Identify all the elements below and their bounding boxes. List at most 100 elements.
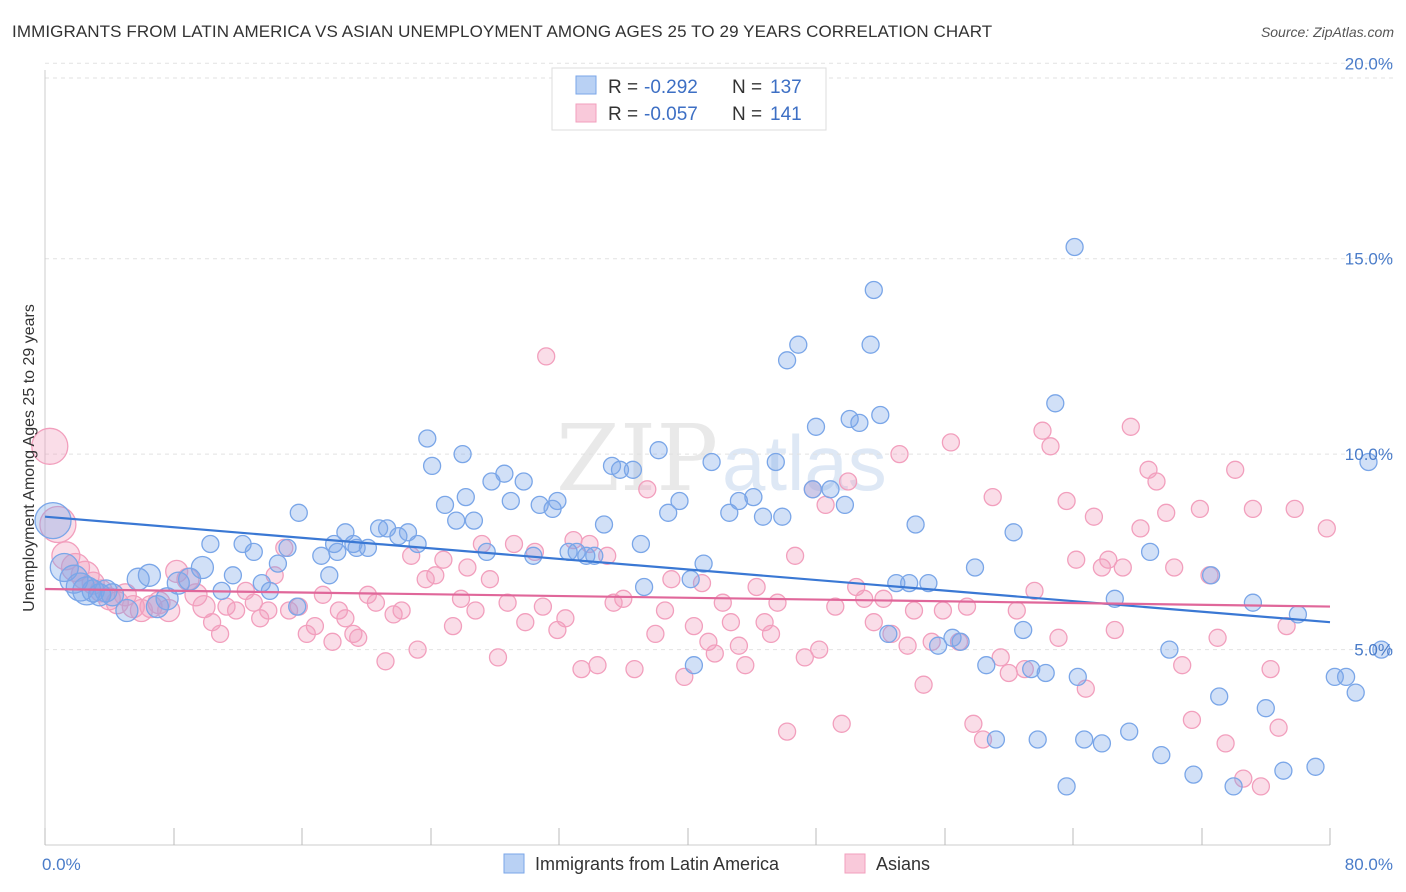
y-tick-label: 5.0% — [1354, 641, 1393, 660]
scatter-point — [201, 534, 220, 554]
scatter-point — [761, 624, 781, 644]
legend-swatch-latin-america — [575, 75, 597, 95]
scatter-point — [744, 487, 763, 507]
scatter-point — [537, 347, 556, 366]
scatter-point — [1105, 620, 1124, 640]
scatter-point — [289, 503, 308, 522]
scatter-point — [662, 570, 681, 589]
scatter-point — [504, 534, 524, 554]
scatter-point — [832, 714, 851, 733]
scatter-point — [305, 616, 325, 636]
scatter-point — [81, 579, 105, 603]
bottom-legend-label-asians: Asians — [876, 854, 930, 874]
scatter-point — [1226, 460, 1245, 479]
scatter-point — [625, 659, 644, 679]
scatter-point — [694, 554, 713, 573]
scatter-point — [766, 452, 785, 472]
scatter-point — [655, 601, 675, 620]
scatter-point — [681, 570, 700, 589]
scatter-point — [965, 558, 985, 577]
scatter-point — [594, 515, 614, 534]
scatter-point — [1157, 503, 1176, 522]
scatter-point — [964, 714, 983, 733]
scatter-point — [614, 589, 633, 608]
scatter-point — [1022, 659, 1041, 679]
scatter-point — [1359, 452, 1378, 472]
scatter-point — [1049, 628, 1068, 647]
scatter-point — [821, 480, 840, 499]
scatter-point — [692, 573, 712, 593]
scatter-point — [1121, 417, 1140, 436]
scatter-point — [933, 601, 953, 620]
scatter-point — [1182, 710, 1202, 730]
bottom-legend-swatch-latin-america — [503, 853, 525, 874]
scatter-point — [785, 546, 805, 565]
legend-n-value-latin-america: 137 — [770, 77, 802, 98]
legend-n-label: N = — [732, 104, 762, 125]
scatter-point — [145, 594, 170, 619]
scatter-point — [928, 636, 948, 655]
scatter-point — [278, 538, 297, 558]
scatter-point — [1184, 765, 1203, 784]
scatter-point — [488, 648, 508, 667]
scatter-point — [1243, 499, 1263, 519]
scatter-point — [268, 554, 288, 573]
scatter-point — [572, 659, 591, 679]
scatter-point — [755, 613, 774, 632]
scatter-point — [1201, 566, 1221, 585]
scatter-point — [1065, 237, 1084, 257]
scatter-point — [1057, 777, 1076, 796]
scatter-point — [1269, 718, 1288, 737]
scatter-point — [223, 566, 243, 585]
y-tick-label: 10.0% — [1345, 445, 1393, 464]
legend-n-value-asians: 141 — [770, 104, 802, 125]
scatter-point — [34, 501, 72, 540]
scatter-point — [548, 491, 567, 511]
scatter-point — [1208, 628, 1227, 647]
scatter-point — [826, 597, 845, 616]
scatter-point — [533, 597, 553, 616]
scatter-point — [999, 663, 1018, 683]
scatter-point — [259, 601, 278, 620]
scatter-point — [1165, 558, 1184, 577]
bottom-legend: Immigrants from Latin America Asians — [503, 853, 930, 874]
scatter-point — [623, 460, 643, 479]
scatter-point — [514, 472, 533, 491]
scatter-point — [1210, 687, 1229, 706]
scatter-point — [210, 624, 230, 644]
legend: R = -0.292 N = 137 R = -0.057 N = 141 — [551, 67, 827, 131]
scatter-point — [1243, 593, 1263, 612]
scatter-point — [1084, 507, 1104, 526]
scatter-point — [392, 601, 411, 620]
scatter-point — [604, 593, 623, 612]
scatter-point — [1346, 683, 1365, 702]
scatter-point — [1033, 421, 1052, 440]
scatter-point — [649, 441, 668, 460]
scatter-point — [855, 589, 874, 608]
scatter-point — [1099, 550, 1118, 569]
scatter-point — [192, 594, 216, 619]
scatter-point — [777, 722, 797, 741]
scatter-point — [443, 616, 463, 636]
y-axis-label: Unemployment Among Ages 25 to 29 years — [21, 304, 38, 612]
bottom-legend-label-latin-america: Immigrants from Latin America — [535, 854, 780, 874]
scatter-point — [638, 480, 657, 499]
y-tick-label: 15.0% — [1345, 250, 1393, 269]
scatter-point — [699, 632, 718, 651]
legend-box — [551, 67, 827, 131]
scatter-point — [1140, 542, 1160, 562]
scatter-point — [451, 589, 471, 608]
scatter-point — [721, 613, 741, 632]
scatter-point — [1173, 656, 1192, 675]
scatter-point — [1285, 499, 1304, 519]
scatter-point — [447, 511, 466, 530]
scatter-point — [1251, 777, 1271, 796]
scatter-point — [720, 503, 739, 522]
scatter-point — [898, 636, 917, 655]
scatter-point — [729, 491, 749, 511]
scatter-point — [190, 555, 215, 580]
scatter-point — [165, 559, 189, 584]
scatter-point — [871, 405, 890, 425]
scatter-point — [777, 351, 797, 370]
scatter-point — [840, 409, 859, 429]
